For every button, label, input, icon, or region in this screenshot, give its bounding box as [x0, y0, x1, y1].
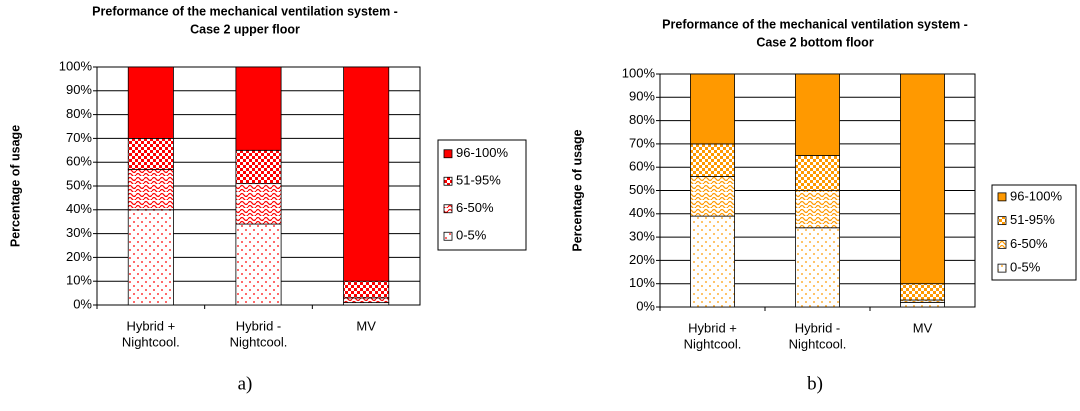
bar-segment	[690, 215, 735, 308]
y-tick-label: 0%	[636, 298, 655, 313]
bar-segment	[795, 227, 840, 308]
y-tick-label: 10%	[629, 275, 655, 290]
legend-label: 0-5%	[1010, 260, 1041, 275]
y-tick-label: 20%	[629, 252, 655, 267]
y-tick-label: 40%	[629, 205, 655, 220]
bar-segment	[795, 155, 840, 191]
caption: a)	[238, 373, 253, 394]
y-tick-label: 70%	[66, 130, 92, 145]
caption: b)	[807, 373, 823, 394]
legend-label: 51-95%	[1010, 212, 1055, 227]
legend-swatch	[443, 231, 453, 241]
x-tick-label: Nightcool.	[684, 336, 742, 351]
bar-segment	[690, 176, 735, 217]
bar-segment	[343, 280, 390, 299]
legend-label: 6-50%	[1010, 236, 1048, 251]
y-axis-label: Percentage of usage	[8, 125, 22, 247]
bar-segment	[235, 223, 282, 306]
y-tick-label: 90%	[66, 82, 92, 97]
y-tick-label: 30%	[66, 225, 92, 240]
legend-swatch	[443, 204, 453, 214]
legend-swatch	[997, 239, 1007, 249]
bar-segment	[235, 149, 282, 185]
bar-segment	[900, 73, 945, 285]
y-tick-label: 70%	[629, 135, 655, 150]
legend-swatch	[997, 216, 1007, 226]
x-tick-label: Hybrid -	[236, 318, 282, 333]
y-tick-label: 100%	[59, 58, 93, 73]
legend-label: 6-50%	[456, 200, 494, 215]
bar-segment	[690, 143, 735, 177]
chart-title: Preformance of the mechanical ventilatio…	[92, 4, 398, 18]
bar-segment	[235, 183, 282, 225]
bar-segment	[900, 283, 945, 301]
x-tick-label: Hybrid -	[795, 320, 841, 335]
bar-segment	[795, 73, 840, 156]
legend-swatch	[443, 176, 453, 186]
y-tick-label: 60%	[629, 159, 655, 174]
x-tick-label: MV	[356, 318, 376, 333]
y-tick-label: 20%	[66, 249, 92, 264]
chart-title: Case 2 bottom floor	[756, 35, 874, 49]
bar-segment	[127, 66, 174, 139]
legend-swatch	[997, 192, 1007, 202]
y-axis-label: Percentage of usage	[570, 129, 584, 251]
y-tick-label: 60%	[66, 154, 92, 169]
bar-segment	[900, 301, 945, 308]
x-tick-label: Nightcool.	[789, 336, 847, 351]
bar-segment	[127, 137, 174, 170]
legend-label: 96-100%	[456, 145, 508, 160]
y-tick-label: 30%	[629, 229, 655, 244]
y-tick-label: 100%	[622, 65, 656, 80]
x-tick-label: Hybrid +	[126, 318, 175, 333]
y-tick-label: 50%	[66, 177, 92, 192]
x-tick-label: MV	[913, 320, 933, 335]
bar-segment	[235, 66, 282, 151]
bar-segment	[343, 297, 390, 304]
bar-segment	[343, 66, 390, 282]
x-tick-label: Nightcool.	[122, 334, 180, 349]
x-tick-label: Nightcool.	[230, 334, 288, 349]
bar-segment	[690, 73, 735, 145]
legend-label: 0-5%	[456, 228, 487, 243]
legend-box	[437, 139, 527, 251]
chart-title: Preformance of the mechanical ventilatio…	[662, 17, 968, 31]
legend-swatch	[997, 263, 1007, 273]
legend-label: 96-100%	[1010, 188, 1062, 203]
bar-segment	[795, 190, 840, 229]
x-tick-label: Hybrid +	[688, 320, 737, 335]
legend-label: 51-95%	[456, 173, 501, 188]
y-tick-label: 10%	[66, 273, 92, 288]
chart-title: Case 2 upper floor	[190, 22, 300, 36]
legend-swatch	[443, 149, 453, 159]
y-tick-label: 0%	[73, 296, 92, 311]
bar-segment	[127, 209, 174, 306]
y-tick-label: 90%	[629, 89, 655, 104]
y-tick-label: 80%	[629, 112, 655, 127]
y-tick-label: 40%	[66, 201, 92, 216]
bar-segment	[127, 168, 174, 211]
y-tick-label: 50%	[629, 182, 655, 197]
y-tick-label: 80%	[66, 106, 92, 121]
